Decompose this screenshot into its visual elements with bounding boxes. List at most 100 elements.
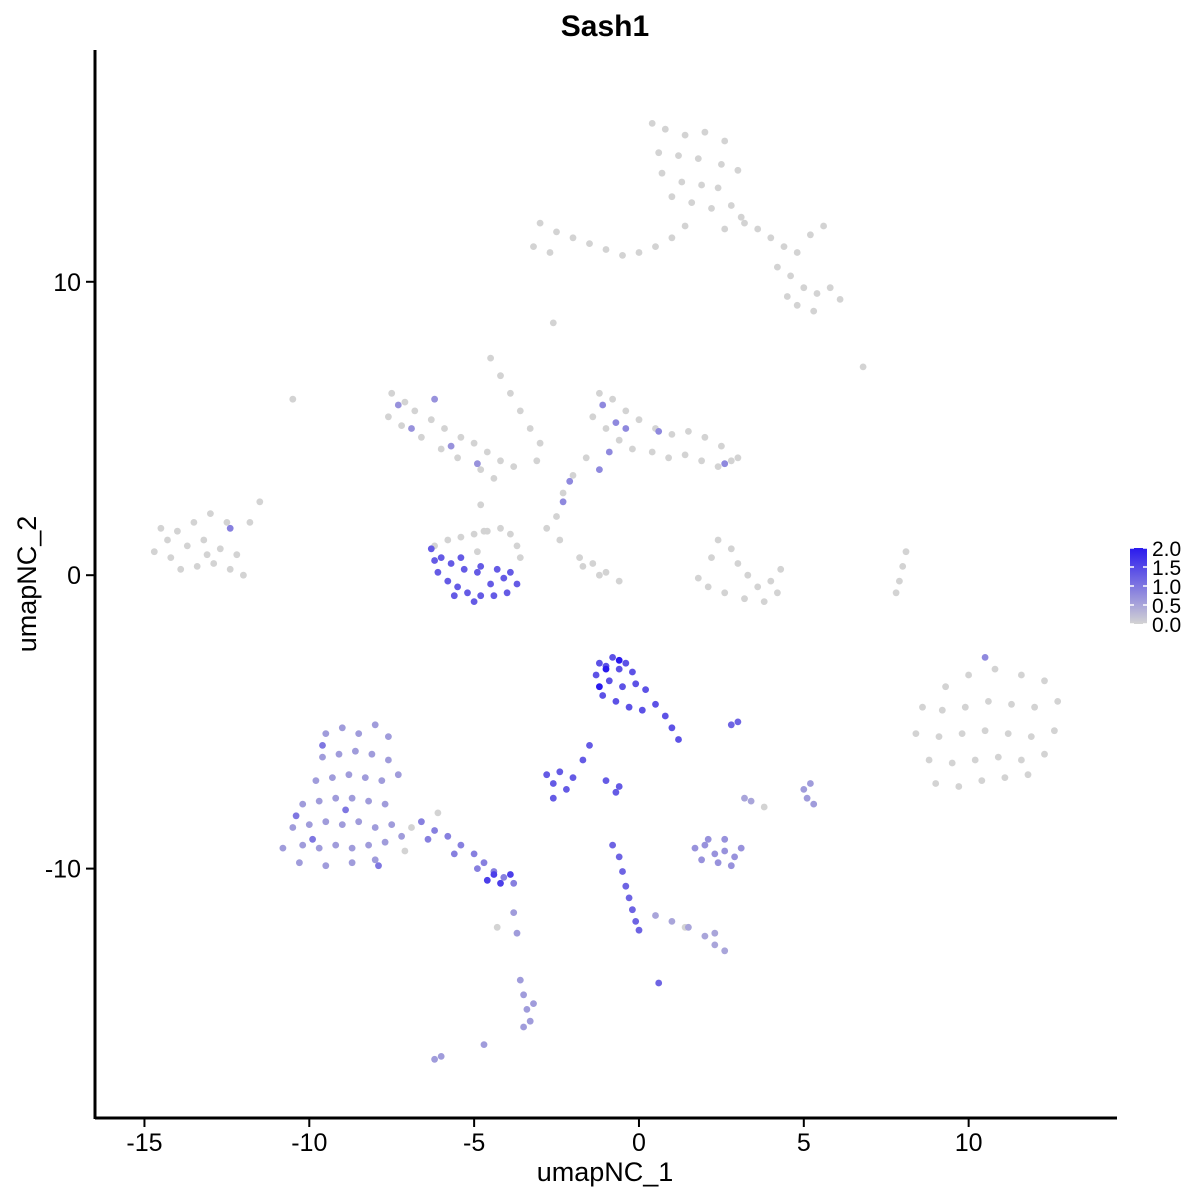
cell-point [296, 859, 303, 867]
cell-point [474, 865, 481, 872]
cell-point [381, 800, 389, 808]
cell-point [510, 463, 518, 470]
cell-point [704, 835, 712, 843]
cell-point [536, 439, 544, 447]
cell-point [319, 753, 326, 761]
cell-point [233, 551, 241, 559]
cell-point [1001, 774, 1009, 781]
cell-point [174, 527, 181, 535]
cell-point [355, 818, 363, 826]
cell-point [507, 568, 514, 576]
cell-point [737, 844, 745, 852]
cell-point [375, 862, 382, 870]
cell-point [513, 580, 521, 588]
cell-point [210, 560, 218, 567]
cell-point [625, 703, 633, 711]
cell-point [474, 548, 481, 556]
cell-point [513, 929, 521, 937]
cell-point [434, 568, 442, 576]
cell-point [655, 979, 663, 987]
cell-point [820, 222, 827, 230]
x-axis-label: umapNC_1 [537, 1157, 674, 1187]
cell-point [708, 554, 715, 561]
cell-point [378, 777, 386, 784]
chart-title: Sash1 [561, 10, 649, 43]
cell-point [563, 786, 570, 793]
cell-point [437, 1053, 445, 1060]
cell-point [655, 428, 663, 435]
cell-point [605, 448, 613, 456]
cell-point [510, 909, 518, 916]
cell-point [592, 671, 600, 679]
cell-point [332, 794, 340, 802]
cell-point [200, 536, 208, 544]
cell-point [569, 774, 577, 781]
cell-point [981, 654, 989, 661]
cell-point [648, 120, 656, 127]
cell-point [955, 783, 963, 790]
cell-point [457, 533, 465, 541]
cell-point [309, 835, 316, 843]
cell-point [365, 841, 372, 849]
cell-point [348, 859, 356, 867]
cell-point [902, 548, 910, 556]
legend-tick-label: 2.0 [1152, 538, 1181, 561]
cell-point [596, 466, 603, 473]
cell-point [810, 800, 818, 808]
cell-point [510, 879, 518, 887]
cell-point [721, 847, 729, 855]
cell-point [803, 794, 811, 802]
cell-point [579, 563, 587, 570]
cell-point [559, 489, 567, 497]
cell-point [500, 574, 508, 582]
cell-point [431, 1055, 438, 1063]
cell-point [457, 554, 465, 561]
cell-point [711, 941, 719, 949]
cell-point [507, 530, 514, 538]
cell-point [444, 577, 452, 585]
cell-point [470, 439, 478, 447]
cell-point [642, 686, 649, 693]
cell-point [899, 563, 907, 570]
cell-point [704, 583, 712, 591]
cell-point [965, 671, 972, 679]
cell-point [444, 536, 452, 544]
cell-point [810, 307, 818, 315]
cell-point [619, 683, 626, 691]
cell-point [629, 906, 636, 914]
cell-point [635, 926, 643, 934]
cell-point [503, 589, 511, 597]
cell-point [612, 788, 620, 796]
cell-point [721, 947, 729, 955]
cell-point [352, 747, 359, 755]
cell-point [629, 668, 636, 676]
cell-point [701, 433, 709, 441]
cell-point [437, 445, 445, 453]
cell-point [355, 730, 363, 737]
cell-point [411, 407, 419, 415]
y-tick-label: 10 [53, 269, 81, 297]
cell-point [609, 395, 616, 403]
cell-point [398, 422, 405, 429]
cell-point [691, 844, 699, 852]
cell-point [526, 425, 534, 432]
cell-point [942, 683, 949, 691]
cell-point [807, 780, 814, 787]
legend-tick-label: 1.0 [1152, 576, 1181, 599]
cell-point [1004, 730, 1012, 737]
x-axis-ticks: -15 -10 -5 0 5 10 [126, 1118, 983, 1157]
cell-point [734, 166, 742, 174]
cell-point [569, 472, 577, 479]
cell-point [681, 451, 689, 459]
cell-point [477, 466, 485, 473]
cell-point [596, 659, 603, 667]
x-tick-label: -10 [291, 1129, 327, 1157]
cell-point [727, 545, 735, 553]
cell-point [256, 498, 264, 506]
cell-point [668, 918, 676, 925]
cell-point [596, 389, 603, 397]
cell-point [615, 853, 623, 861]
cell-point [741, 794, 748, 802]
cell-point [661, 712, 669, 720]
cell-point [345, 771, 353, 779]
